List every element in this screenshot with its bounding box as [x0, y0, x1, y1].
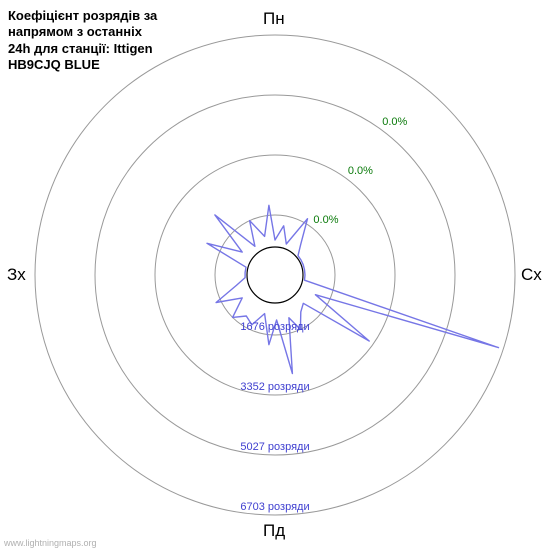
ring-pct-0: 0.0% — [313, 214, 338, 226]
ring-pct-1: 0.0% — [348, 165, 373, 177]
polar-chart-container: Коефіцієнт розрядів за напрямом з останн… — [0, 0, 550, 550]
ring-pct-2: 0.0% — [382, 116, 407, 128]
direction-west: Зх — [7, 265, 26, 285]
ring-label-3: 6703 розряди — [240, 501, 309, 513]
ring-label-2: 5027 розряди — [240, 441, 309, 453]
chart-title: Коефіцієнт розрядів за напрямом з останн… — [8, 8, 158, 73]
footer-link: www.lightningmaps.org — [4, 538, 97, 548]
direction-north: Пн — [263, 9, 285, 29]
ring-label-0: 1676 розряди — [240, 321, 309, 333]
ring-label-1: 3352 розряди — [240, 381, 309, 393]
direction-east: Сх — [521, 265, 542, 285]
polar-chart-svg — [0, 0, 550, 550]
direction-south: Пд — [263, 521, 285, 541]
